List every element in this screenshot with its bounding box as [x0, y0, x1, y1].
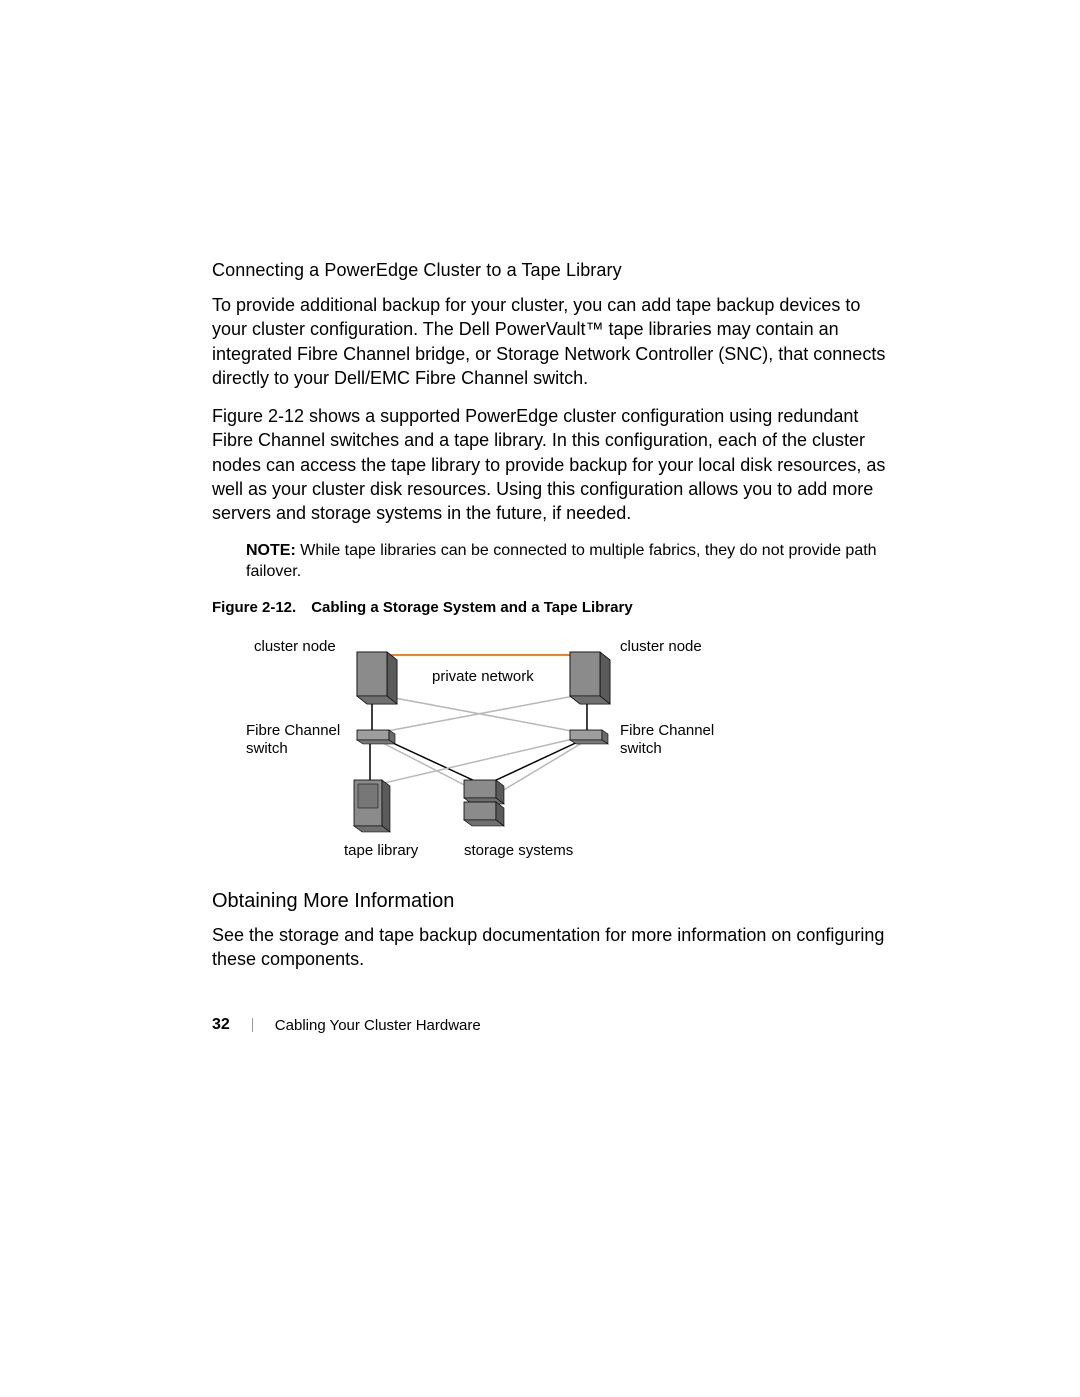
section-heading-more-info: Obtaining More Information: [212, 890, 890, 913]
label-fc-switch-right: Fibre Channel switch: [620, 722, 720, 758]
footer-divider-icon: [252, 1018, 253, 1032]
label-storage-systems: storage systems: [464, 842, 573, 860]
page-footer: 32 Cabling Your Cluster Hardware: [212, 1016, 481, 1034]
note-block: NOTE: While tape libraries can be connec…: [246, 540, 890, 583]
page: Connecting a PowerEdge Cluster to a Tape…: [0, 0, 1080, 1397]
cluster-node-left-shape: [357, 652, 397, 704]
fc-switch-left-shape: [357, 730, 395, 744]
fc-switch-right-shape: [570, 730, 608, 744]
label-cluster-node-right: cluster node: [620, 638, 702, 656]
label-fc-switch-left: Fibre Channel switch: [246, 722, 346, 758]
paragraph-3: See the storage and tape backup document…: [212, 923, 890, 972]
figure-caption: Figure 2-12. Cabling a Storage System an…: [212, 599, 890, 616]
label-cluster-node-left: cluster node: [254, 638, 336, 656]
storage-systems-shape: [464, 780, 504, 826]
figure-diagram: cluster node cluster node private networ…: [232, 632, 702, 872]
footer-section-title: Cabling Your Cluster Hardware: [275, 1017, 481, 1034]
label-private-network: private network: [432, 668, 534, 686]
paragraph-1: To provide additional backup for your cl…: [212, 293, 890, 390]
note-text: While tape libraries can be connected to…: [246, 542, 877, 581]
note-label: NOTE:: [246, 542, 296, 559]
cluster-node-right-shape: [570, 652, 610, 704]
tape-library-shape: [354, 780, 390, 832]
page-number: 32: [212, 1016, 230, 1034]
paragraph-2: Figure 2-12 shows a supported PowerEdge …: [212, 404, 890, 525]
label-tape-library: tape library: [344, 842, 418, 860]
subheading-tape-library: Connecting a PowerEdge Cluster to a Tape…: [212, 260, 890, 281]
